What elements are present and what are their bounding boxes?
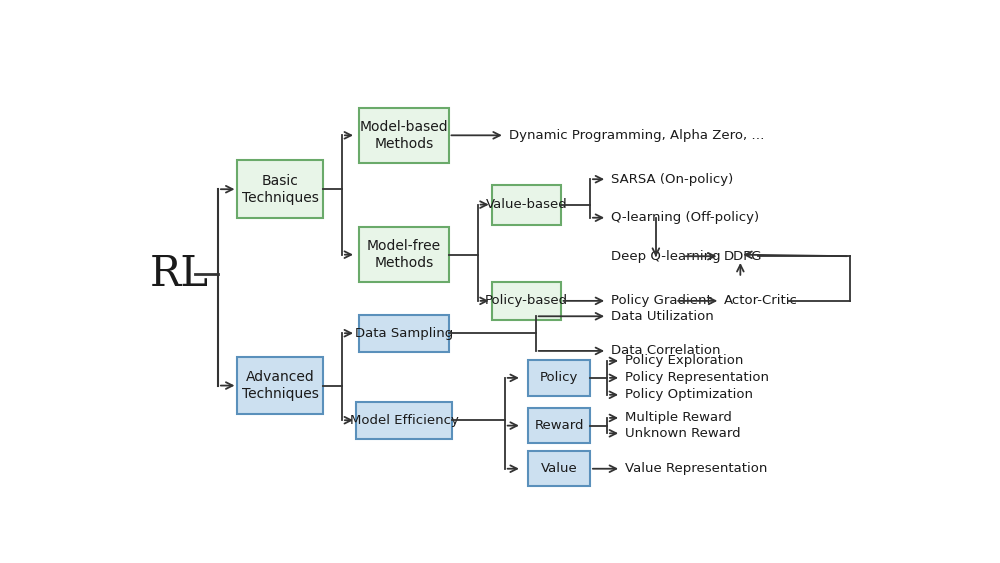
Text: Advanced
Techniques: Advanced Techniques [242, 370, 318, 401]
Text: Policy Optimization: Policy Optimization [625, 388, 753, 401]
FancyBboxPatch shape [528, 408, 590, 443]
Text: Value-based: Value-based [486, 198, 567, 211]
FancyBboxPatch shape [120, 62, 905, 507]
Text: Value: Value [541, 462, 577, 475]
Text: Policy: Policy [540, 372, 578, 385]
FancyBboxPatch shape [492, 185, 561, 225]
FancyBboxPatch shape [492, 282, 561, 320]
FancyBboxPatch shape [528, 451, 590, 486]
Text: Policy Representation: Policy Representation [625, 372, 769, 385]
Text: Model Efficiency: Model Efficiency [350, 414, 458, 427]
Text: Policy Exploration: Policy Exploration [625, 355, 743, 368]
Text: Value Representation: Value Representation [625, 462, 767, 475]
Text: Policy-based: Policy-based [485, 294, 568, 307]
Text: Actor-Critic: Actor-Critic [724, 294, 798, 307]
FancyBboxPatch shape [237, 160, 323, 218]
Text: Model-based
Methods: Model-based Methods [360, 120, 448, 151]
Text: Q-learning (Off-policy): Q-learning (Off-policy) [611, 211, 759, 224]
Text: Data Utilization: Data Utilization [611, 310, 714, 323]
Text: RL: RL [150, 253, 209, 295]
FancyBboxPatch shape [528, 360, 590, 396]
Text: Reward: Reward [534, 419, 584, 432]
FancyBboxPatch shape [359, 227, 449, 283]
Text: Basic
Techniques: Basic Techniques [242, 173, 318, 205]
FancyBboxPatch shape [237, 357, 323, 414]
Text: SARSA (On-policy): SARSA (On-policy) [611, 173, 733, 186]
Text: Unknown Reward: Unknown Reward [625, 427, 740, 440]
Text: DDPG: DDPG [723, 250, 762, 263]
Text: Data Correlation: Data Correlation [611, 345, 720, 358]
FancyBboxPatch shape [359, 108, 449, 163]
Text: Multiple Reward: Multiple Reward [625, 412, 732, 425]
Text: Dynamic Programming, Alpha Zero, …: Dynamic Programming, Alpha Zero, … [509, 129, 764, 142]
Text: Model-free
Methods: Model-free Methods [367, 239, 441, 270]
Text: Data Sampling: Data Sampling [355, 327, 453, 339]
FancyBboxPatch shape [356, 402, 452, 439]
FancyBboxPatch shape [359, 315, 449, 352]
Text: Policy Gradient: Policy Gradient [611, 294, 712, 307]
Text: Deep Q-learning: Deep Q-learning [611, 250, 721, 263]
